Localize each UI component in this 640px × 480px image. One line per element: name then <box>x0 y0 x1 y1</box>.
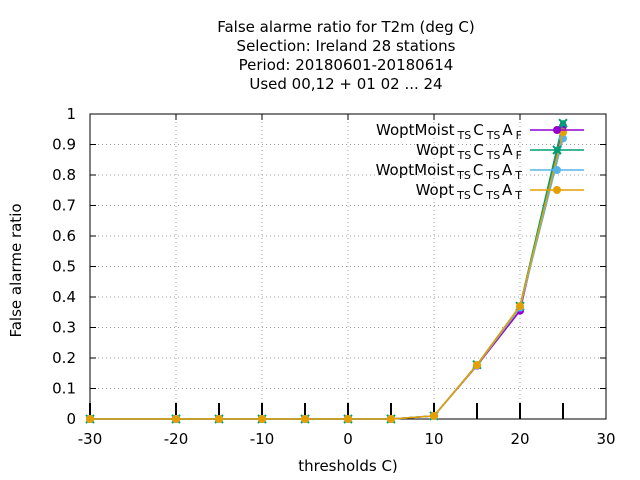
title-line-2: Selection: Ireland 28 stations <box>237 37 456 55</box>
x-tick-label: 30 <box>596 430 615 448</box>
y-tick-label: 0.4 <box>52 288 76 306</box>
x-tick-label: 10 <box>424 430 443 448</box>
axis-ticks: -30 -20 -10 0 10 20 30 0 0.1 0.2 0.3 0.4 0.5 0.6 0.7 0.… <box>52 105 615 448</box>
y-tick-label: 0.8 <box>52 166 76 184</box>
title-line-4: Used 00,12 + 01 02 ... 24 <box>249 75 442 93</box>
y-axis-label: False alarme ratio <box>7 203 25 337</box>
x-tick-label: -20 <box>164 430 189 448</box>
x-tick-label: 0 <box>343 430 353 448</box>
data-point <box>215 415 223 423</box>
data-point <box>387 415 395 423</box>
data-point <box>553 126 561 134</box>
data-point <box>344 415 352 423</box>
legend-label: Wopt TS C TS A T <box>416 181 523 202</box>
x-tick-label: 20 <box>510 430 529 448</box>
x-tick-label: -10 <box>250 430 275 448</box>
data-point <box>86 415 94 423</box>
series-1 <box>86 122 567 423</box>
y-tick-label: 0.3 <box>52 319 76 337</box>
data-point <box>172 415 180 423</box>
series-line <box>90 123 564 420</box>
y-tick-label: 0.6 <box>52 227 76 245</box>
x-tick-label: -30 <box>78 430 103 448</box>
title-line-3: Period: 20180601-20180614 <box>239 56 454 74</box>
y-tick-label: 0.2 <box>52 349 76 367</box>
legend-label: WoptMoist TS C TS A F <box>376 121 522 142</box>
data-point <box>473 361 481 370</box>
series-2 <box>85 118 568 424</box>
y-tick-label: 0.9 <box>52 136 76 154</box>
data-point <box>553 166 561 174</box>
grid-lines <box>90 114 606 419</box>
y-tick-label: 0.7 <box>52 197 76 215</box>
data-series <box>85 118 568 424</box>
x-axis-label: thresholds C) <box>298 457 398 475</box>
legend-label: WoptMoist TS C TS A T <box>376 161 523 182</box>
y-tick-label: 0.1 <box>52 380 76 398</box>
title-line-1: False alarme ratio for T2m (deg C) <box>217 18 475 36</box>
data-point <box>516 302 524 311</box>
chart-title: False alarme ratio for T2m (deg C)Select… <box>217 18 475 93</box>
data-point <box>558 118 568 128</box>
data-point <box>553 186 561 194</box>
legend-label: Wopt TS C TS A F <box>416 141 522 162</box>
data-point <box>552 145 562 155</box>
y-tick-label: 0 <box>66 410 76 428</box>
y-tick-label: 0.5 <box>52 258 76 276</box>
sample-size-marks <box>89 403 564 419</box>
data-point <box>430 411 438 420</box>
data-point <box>301 415 309 423</box>
data-point <box>258 415 266 423</box>
y-tick-label: 1 <box>66 105 76 123</box>
